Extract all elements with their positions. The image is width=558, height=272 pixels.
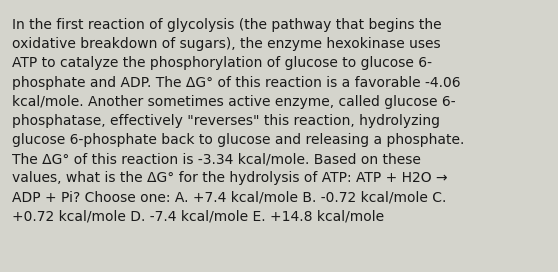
Text: ATP to catalyze the phosphorylation of glucose to glucose 6-: ATP to catalyze the phosphorylation of g… bbox=[12, 56, 432, 70]
Text: In the first reaction of glycolysis (the pathway that begins the: In the first reaction of glycolysis (the… bbox=[12, 18, 441, 32]
Text: phosphate and ADP. The ΔG° of this reaction is a favorable -4.06: phosphate and ADP. The ΔG° of this react… bbox=[12, 76, 460, 89]
Text: ADP + Pi? Choose one: A. +7.4 kcal/mole B. -0.72 kcal/mole C.: ADP + Pi? Choose one: A. +7.4 kcal/mole … bbox=[12, 190, 446, 205]
Text: The ΔG° of this reaction is -3.34 kcal/mole. Based on these: The ΔG° of this reaction is -3.34 kcal/m… bbox=[12, 152, 421, 166]
Text: +0.72 kcal/mole D. -7.4 kcal/mole E. +14.8 kcal/mole: +0.72 kcal/mole D. -7.4 kcal/mole E. +14… bbox=[12, 210, 384, 224]
Text: oxidative breakdown of sugars), the enzyme hexokinase uses: oxidative breakdown of sugars), the enzy… bbox=[12, 37, 441, 51]
Text: values, what is the ΔG° for the hydrolysis of ATP: ATP + H2O →: values, what is the ΔG° for the hydrolys… bbox=[12, 171, 448, 185]
Text: phosphatase, effectively "reverses" this reaction, hydrolyzing: phosphatase, effectively "reverses" this… bbox=[12, 114, 440, 128]
Text: glucose 6-phosphate back to glucose and releasing a phosphate.: glucose 6-phosphate back to glucose and … bbox=[12, 133, 464, 147]
Text: kcal/mole. Another sometimes active enzyme, called glucose 6-: kcal/mole. Another sometimes active enzy… bbox=[12, 95, 456, 109]
